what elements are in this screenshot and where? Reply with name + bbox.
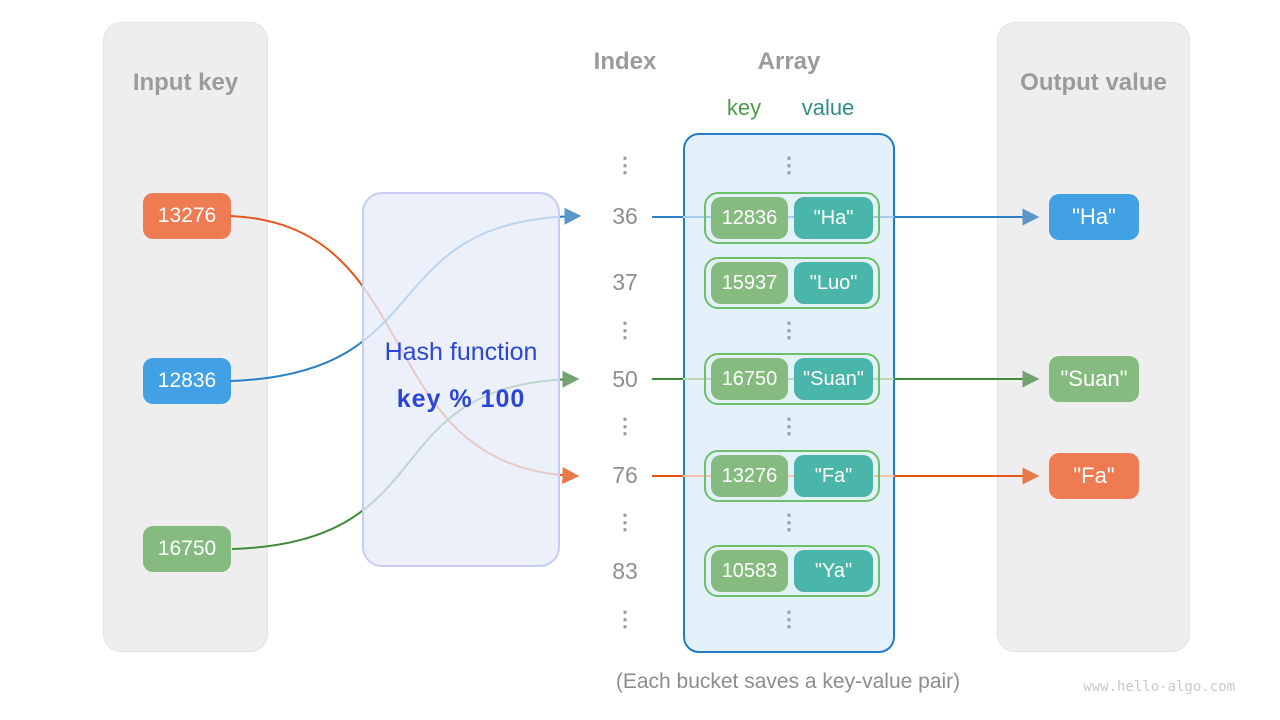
key-header: key xyxy=(726,95,762,120)
bucket-key: 10583 xyxy=(711,550,789,592)
input-key-panel: Input key 13276 12836 16750 xyxy=(103,22,268,652)
input-key-badge-label: 16750 xyxy=(157,537,217,560)
watermark: www.hello-algo.com xyxy=(1083,679,1235,695)
output-value-badge-label: "Suan" xyxy=(1060,366,1128,391)
bucket-pair-83: 10583 "Ya" xyxy=(704,545,880,597)
input-key-badge-13276: 13276 xyxy=(143,193,231,239)
input-key-badge-label: 12836 xyxy=(157,369,217,392)
index-ellipsis: ⋮ xyxy=(614,319,636,342)
output-value-title: Output value xyxy=(1020,69,1167,96)
array-ellipsis: ⋮ xyxy=(778,511,800,534)
input-key-badge-12836: 12836 xyxy=(143,358,231,404)
bucket-value: "Suan" xyxy=(794,358,873,400)
index-37: 37 xyxy=(612,269,638,295)
index-83: 83 xyxy=(612,558,638,584)
bucket-key: 12836 xyxy=(711,197,789,239)
bucket-key: 13276 xyxy=(711,455,789,497)
index-ellipsis: ⋮ xyxy=(614,608,636,631)
bucket-pair-36: 12836 "Ha" xyxy=(704,192,880,244)
index-ellipsis: ⋮ xyxy=(614,154,636,177)
array-column-header: Array xyxy=(757,48,821,75)
index-ellipsis: ⋮ xyxy=(614,415,636,438)
array-ellipsis: ⋮ xyxy=(778,415,800,438)
bucket-key: 16750 xyxy=(711,358,789,400)
index-76: 76 xyxy=(612,462,638,488)
array-ellipsis: ⋮ xyxy=(778,319,800,342)
array-ellipsis: ⋮ xyxy=(778,154,800,177)
index-ellipsis: ⋮ xyxy=(614,511,636,534)
output-value-panel: Output value "Ha" "Suan" "Fa" xyxy=(997,22,1190,652)
diagram-caption: (Each bucket saves a key-value pair) xyxy=(615,670,961,693)
bucket-value: "Ha" xyxy=(794,197,873,239)
array-ellipsis: ⋮ xyxy=(778,608,800,631)
hash-function-formula: key % 100 xyxy=(396,385,526,413)
hash-function-box: Hash function key % 100 xyxy=(362,192,560,567)
bucket-value: "Ya" xyxy=(794,550,873,592)
index-column-header: Index xyxy=(593,48,657,75)
input-key-badge-label: 13276 xyxy=(157,204,217,227)
value-header: value xyxy=(801,95,855,120)
input-key-badge-16750: 16750 xyxy=(143,526,231,572)
bucket-value: "Luo" xyxy=(794,262,873,304)
input-key-title: Input key xyxy=(132,69,239,96)
bucket-value: "Fa" xyxy=(794,455,873,497)
bucket-pair-37: 15937 "Luo" xyxy=(704,257,880,309)
bucket-pair-76: 13276 "Fa" xyxy=(704,450,880,502)
bucket-key: 15937 xyxy=(711,262,789,304)
output-value-badge-label: "Fa" xyxy=(1073,463,1115,488)
output-value-badge-label: "Ha" xyxy=(1072,204,1116,229)
bucket-pair-50: 16750 "Suan" xyxy=(704,353,880,405)
output-value-badge-fa: "Fa" xyxy=(1049,453,1139,499)
index-36: 36 xyxy=(612,203,638,229)
index-50: 50 xyxy=(612,366,638,392)
output-value-badge-ha: "Ha" xyxy=(1049,194,1139,240)
hash-function-title: Hash function xyxy=(384,338,538,366)
output-value-badge-suan: "Suan" xyxy=(1049,356,1139,402)
